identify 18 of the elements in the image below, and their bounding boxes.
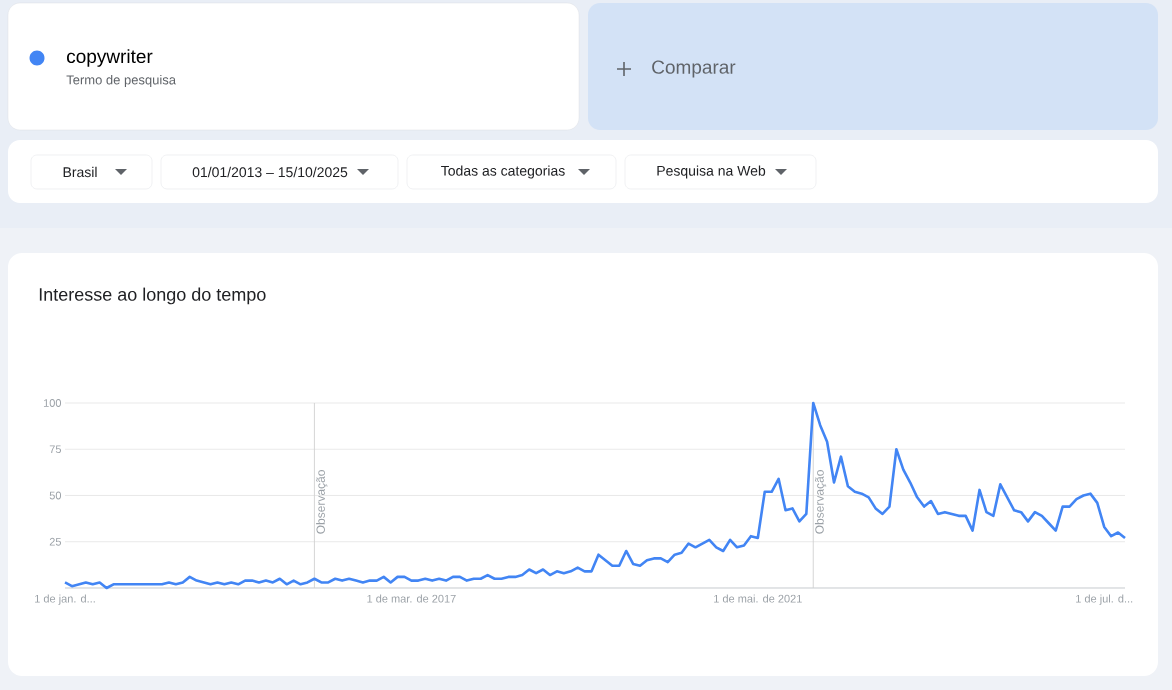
x-tick-label: 1 de jul. d... bbox=[1076, 594, 1133, 605]
text: Brasil bbox=[63, 166, 97, 178]
x-tick-label: 1 de mai. de 2021 bbox=[714, 594, 802, 603]
ref-line-label: Observação bbox=[316, 470, 328, 534]
y-tick-label: 75 bbox=[49, 445, 61, 454]
text: Termo de pesquisa bbox=[66, 74, 177, 88]
y-tick-label: 25 bbox=[49, 537, 61, 546]
text: Comparar bbox=[652, 60, 736, 78]
text: 01/01/2013 – 15/10/2025 bbox=[192, 166, 348, 178]
legend-label: copywriter bbox=[67, 49, 153, 67]
y-tick-label: 100 bbox=[43, 399, 62, 407]
y-tick-label: 50 bbox=[49, 491, 62, 500]
chart-title: Interesse ao longo do tempo bbox=[39, 287, 266, 305]
x-tick-label: 1 de jan. d... bbox=[35, 594, 95, 605]
x-tick-label: 1 de mar. de 2017 bbox=[367, 594, 456, 603]
text: Pesquisa na Web bbox=[657, 165, 766, 179]
ref-line-label: Observação bbox=[814, 470, 827, 534]
text: Todas as categorias bbox=[441, 165, 565, 179]
